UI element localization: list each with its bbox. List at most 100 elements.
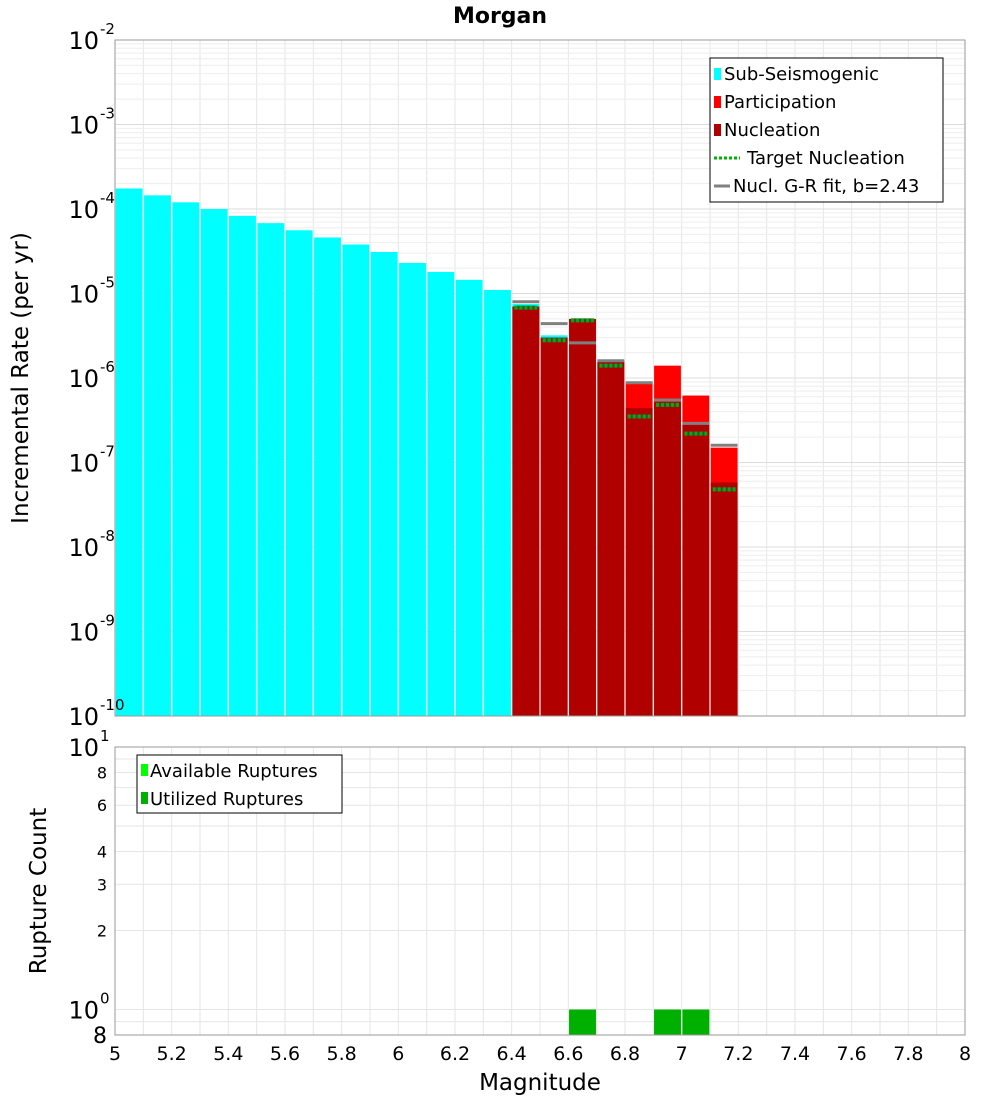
legend-label: Participation (724, 92, 836, 113)
x-tick-labels: 5 5.2 5.4 5.6 5.8 6 6.2 6.4 6.6 6.8 7 7.2 7.4 7.6 7.8 8 (109, 1043, 971, 1065)
x-tick-label: 5.2 (157, 1043, 187, 1065)
top-legend-entry: Target Nucleation (714, 148, 905, 169)
legend-swatch (714, 96, 721, 108)
top-y-tick-base: 10 (68, 619, 99, 647)
bottom-y-minor-tick: 4 (97, 842, 107, 861)
top-y-axis-label: Incremental Rate (per yr) (8, 232, 34, 524)
x-tick-label: 7.8 (893, 1043, 923, 1065)
x-tick-label: 7.2 (723, 1043, 753, 1065)
nucleation-bar (682, 423, 710, 716)
top-y-tick-exp: -9 (100, 612, 115, 630)
top-y-tick-base: 10 (68, 281, 99, 309)
top-y-tick-base: 10 (68, 450, 99, 478)
nucleation-bar (625, 408, 653, 716)
sub-seismogenic-bar (257, 223, 285, 716)
bottom-y-major-tick: 10 0 (68, 990, 109, 1025)
bottom-legend: Available Ruptures Utilized Ruptures (136, 754, 343, 814)
sub-seismogenic-bar (285, 230, 313, 716)
nucleation-bar (710, 482, 738, 716)
top-y-tick: 10 -9 (68, 612, 115, 647)
sub-seismogenic-bar (115, 188, 143, 717)
top-y-tick-exp: -2 (100, 20, 115, 38)
utilized-rupture-bar (654, 1009, 681, 1035)
sub-seismogenic-bar (200, 209, 228, 716)
bottom-y-minor-tick: 8 (93, 1024, 107, 1049)
top-y-tick-base: 10 (68, 196, 99, 224)
x-tick-label: 7.6 (837, 1043, 867, 1065)
nucleation-bar (569, 318, 596, 716)
utilized-rupture-bar (569, 1009, 596, 1035)
top-legend-entry: Sub-Seismogenic (714, 64, 879, 85)
nucleation-bar (512, 306, 540, 716)
legend-label: Nucl. G-R fit, b=2.43 (733, 176, 919, 197)
top-legend-entry: Nucl. G-R fit, b=2.43 (714, 176, 919, 197)
top-bars (115, 188, 738, 717)
bottom-y-minor-tick: 8 (97, 763, 107, 782)
legend-label: Nucleation (724, 120, 820, 141)
top-y-tick-base: 10 (68, 365, 99, 393)
legend-swatch (141, 792, 148, 804)
top-y-tick: 10 -2 (68, 20, 115, 55)
x-tick-label: 6 (392, 1043, 404, 1065)
x-tick-label: 7 (676, 1043, 688, 1065)
x-tick-label: 6.4 (497, 1043, 527, 1065)
legend-swatch (714, 124, 721, 136)
bottom-y-tick-base: 10 (68, 734, 99, 762)
sub-seismogenic-bar (342, 244, 370, 716)
bottom-y-minor-tick: 6 (97, 796, 107, 815)
legend-swatch (141, 764, 148, 776)
chart-title: Morgan (453, 4, 547, 29)
top-legend-box (709, 57, 944, 203)
x-tick-label: 6.6 (553, 1043, 583, 1065)
bottom-y-minor-tick: 3 (97, 875, 107, 894)
top-y-tick-base: 10 (68, 703, 99, 731)
top-y-tick: 10 -5 (68, 274, 115, 309)
bottom-plot-frame (114, 746, 966, 1036)
sub-seismogenic-bar (427, 271, 455, 716)
top-y-tick-exp: -3 (100, 105, 115, 123)
top-plot-frame (114, 39, 966, 717)
top-y-tick: 10 -3 (68, 105, 115, 140)
x-tick-label: 7.4 (780, 1043, 810, 1065)
x-tick-label: 6.8 (610, 1043, 640, 1065)
top-y-tick-exp: -10 (100, 696, 125, 714)
top-y-tick: 10 -4 (68, 189, 115, 224)
top-legend: Sub-Seismogenic Participation Nucleation Ta… (709, 57, 944, 203)
legend-label: Target Nucleation (746, 148, 905, 169)
legend-label: Available Ruptures (150, 761, 318, 782)
sub-seismogenic-bar (314, 237, 341, 717)
top-y-tick-base: 10 (68, 27, 99, 55)
bottom-y-tick-exp: 1 (100, 727, 110, 745)
bottom-legend-entry: Available Ruptures (141, 761, 318, 782)
top-y-tick-exp: -5 (100, 274, 115, 292)
sub-seismogenic-bar (455, 279, 483, 716)
sub-seismogenic-bar (399, 262, 426, 716)
top-y-tick: 10 -6 (68, 358, 115, 393)
x-tick-label: 8 (959, 1043, 971, 1065)
x-axis-label: Magnitude (479, 1070, 601, 1096)
bottom-y-minor-tick: 2 (97, 922, 107, 941)
top-y-tick: 10 -7 (68, 443, 115, 478)
x-tick-label: 5.6 (270, 1043, 300, 1065)
legend-swatch (714, 68, 721, 80)
sub-seismogenic-bar (144, 195, 171, 717)
legend-label: Sub-Seismogenic (724, 64, 879, 85)
x-tick-label: 5.8 (327, 1043, 357, 1065)
nucleation-bar (654, 401, 681, 716)
top-y-tick-base: 10 (68, 534, 99, 562)
bottom-legend-entry: Utilized Ruptures (141, 789, 303, 810)
top-y-tick-exp: -4 (100, 189, 115, 207)
nucleation-bar (540, 337, 568, 716)
top-y-tick: 10 -10 (68, 696, 124, 731)
x-tick-label: 5 (109, 1043, 121, 1065)
sub-seismogenic-bar (370, 251, 398, 717)
legend-label: Utilized Ruptures (150, 789, 303, 810)
sub-seismogenic-bar (484, 290, 511, 716)
bottom-legend-box (136, 754, 343, 814)
bottom-y-tick-base: 10 (68, 997, 99, 1025)
top-y-tick-exp: -7 (100, 443, 115, 461)
